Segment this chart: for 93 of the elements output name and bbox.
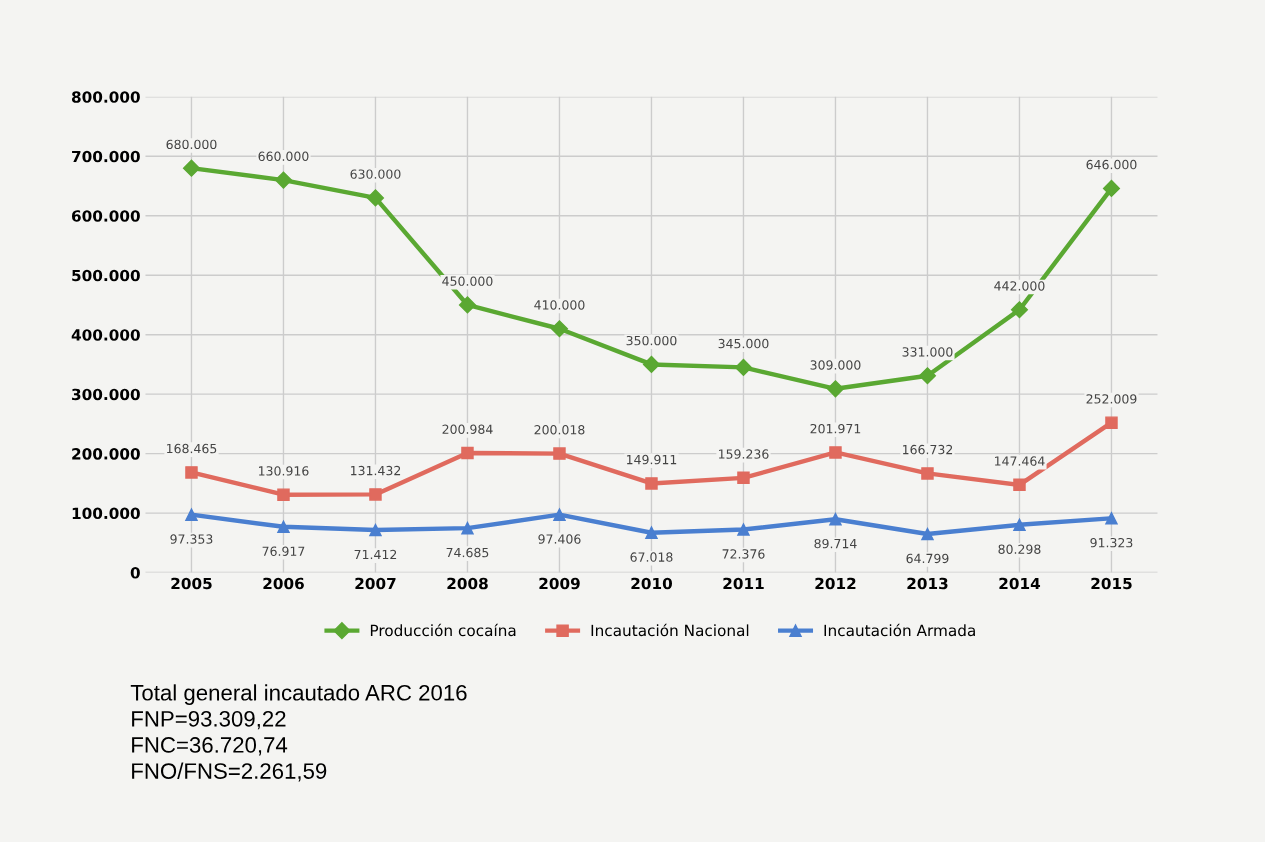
point — [918, 367, 937, 385]
point — [185, 508, 198, 521]
point — [366, 189, 385, 207]
point — [921, 527, 934, 541]
legend-label: Incautación Armada — [824, 623, 975, 637]
data-label: 97.353 — [170, 534, 213, 544]
text: FNC=36.720,74 — [132, 737, 288, 756]
x-tick-label: 2014 — [999, 577, 1041, 590]
y-tick-label: 400.000 — [71, 329, 140, 341]
point — [829, 446, 842, 459]
point — [369, 488, 382, 501]
point — [182, 159, 201, 177]
data-label: 147.464 — [995, 456, 1045, 466]
point — [458, 296, 477, 314]
point — [1013, 518, 1026, 532]
y-tick-label: 600.000 — [71, 210, 140, 222]
legend-label: Incautación Nacional — [591, 623, 749, 637]
data-label: 252.009 — [1086, 394, 1137, 404]
y-tick-label: 0 — [130, 567, 140, 579]
data-label: 442.000 — [994, 281, 1045, 291]
point — [1105, 416, 1118, 429]
point — [550, 320, 569, 338]
text: Total general incautado ARC 2016 — [130, 684, 467, 706]
point — [553, 447, 566, 460]
data-label: 200.984 — [442, 424, 493, 434]
x-tick-label: 2010 — [631, 577, 673, 590]
point — [277, 520, 290, 534]
point — [1105, 512, 1118, 525]
data-label: 410.000 — [534, 300, 585, 310]
x-tick-label: 2009 — [539, 577, 580, 590]
x-tick-label: 2005 — [171, 577, 212, 590]
point — [734, 358, 753, 376]
point — [461, 521, 474, 535]
data-label: 166.732 — [903, 444, 953, 455]
text: FNP=93.309,22 — [132, 710, 286, 730]
point — [642, 355, 661, 373]
data-label: 345.000 — [718, 338, 769, 349]
text: FNO/FNS=2.261,59 — [132, 762, 327, 782]
data-label: 168.465 — [167, 443, 217, 454]
point — [369, 523, 382, 537]
data-label: 350.000 — [626, 335, 677, 346]
x-tick-label: 2011 — [723, 577, 764, 590]
point — [185, 466, 198, 479]
point — [553, 508, 566, 521]
x-tick-label: 2012 — [815, 577, 856, 590]
data-label: 331.000 — [902, 347, 953, 357]
y-tick-label: 100.000 — [72, 507, 140, 520]
point — [645, 477, 658, 490]
point — [921, 467, 934, 480]
x-tick-label: 2015 — [1091, 577, 1132, 590]
legend-label: Producción cocaína — [370, 623, 516, 637]
point — [274, 171, 293, 189]
data-label: 646.000 — [1086, 159, 1137, 170]
data-label: 630.000 — [350, 169, 401, 179]
point — [737, 471, 750, 485]
point — [277, 488, 290, 501]
point — [826, 380, 845, 398]
x-tick-label: 2007 — [355, 577, 396, 590]
y-tick-label: 700.000 — [72, 150, 140, 163]
data-label: 72.376 — [722, 549, 765, 559]
data-label: 74.685 — [446, 547, 489, 558]
data-label: 64.799 — [906, 553, 949, 564]
data-label: 149.911 — [627, 454, 677, 465]
y-tick-label: 200.000 — [72, 448, 140, 460]
point — [1013, 478, 1026, 492]
point — [737, 523, 750, 536]
data-label: 660.000 — [258, 151, 309, 161]
data-label: 89.714 — [814, 538, 857, 549]
x-tick-label: 2006 — [263, 577, 304, 590]
data-label: 91.323 — [1090, 537, 1133, 548]
data-label: 200.018 — [534, 425, 585, 435]
point — [829, 512, 842, 526]
data-label: 309.000 — [810, 360, 861, 370]
data-label: 131.432 — [351, 465, 401, 476]
point — [461, 446, 474, 460]
data-label: 67.018 — [630, 552, 673, 562]
point — [645, 526, 658, 539]
data-label: 450.000 — [442, 276, 493, 286]
y-tick-label: 300.000 — [72, 388, 140, 401]
data-label: 201.971 — [810, 423, 861, 434]
y-tick-label: 800.000 — [71, 91, 140, 103]
y-tick-label: 500.000 — [72, 269, 140, 282]
x-tick-label: 2013 — [907, 577, 948, 590]
data-label: 680.000 — [166, 139, 217, 150]
data-label: 80.298 — [998, 544, 1041, 554]
point — [1102, 179, 1121, 197]
data-label: 130.916 — [259, 466, 309, 476]
x-tick-label: 2008 — [447, 577, 488, 590]
data-label: 71.412 — [354, 549, 397, 560]
point — [1010, 301, 1029, 319]
data-label: 76.917 — [262, 546, 305, 556]
data-label: 97.406 — [538, 534, 581, 544]
data-label: 159.236 — [719, 449, 769, 459]
